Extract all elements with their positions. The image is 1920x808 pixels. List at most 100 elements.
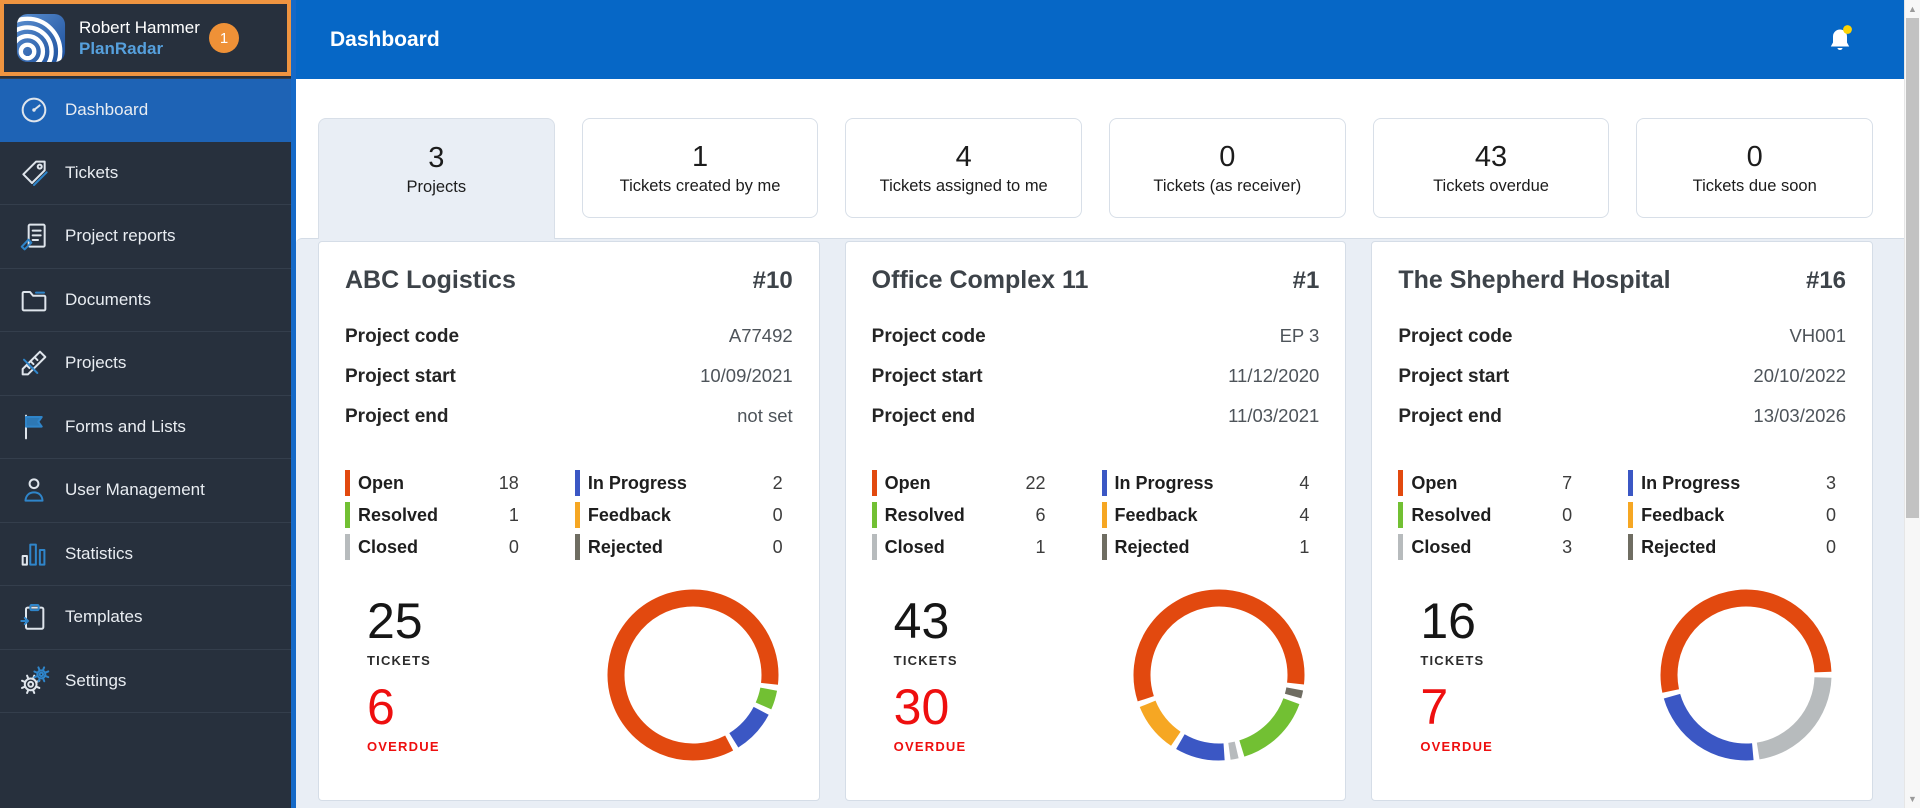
- sidebar-item-tickets[interactable]: Tickets: [0, 142, 291, 205]
- status-color-bar: [574, 470, 580, 496]
- sidebar-item-project-reports[interactable]: Project reports: [0, 205, 291, 269]
- status-grid: Open 18 Resolved 1 Closed 0 In Progress 2 Feedba…: [345, 467, 793, 563]
- status-count: 0: [772, 536, 783, 557]
- overdue-label: OVERDUE: [1420, 739, 1494, 754]
- main-content: 3 Projects 1 Tickets created by me 4 Tickets …: [296, 79, 1904, 808]
- sidebar-item-user-management[interactable]: User Management: [0, 459, 291, 523]
- meta-row: Project start 20/10/2022: [1398, 365, 1846, 405]
- status-label: Feedback: [1641, 504, 1725, 525]
- meta-value: 10/09/2021: [700, 365, 793, 386]
- overdue-label: OVERDUE: [367, 739, 440, 754]
- stat-tab-label: Tickets created by me: [619, 176, 781, 195]
- stat-tab-tickets-due-soon[interactable]: 0 Tickets due soon: [1636, 118, 1874, 218]
- meta-row: Project end not set: [345, 405, 793, 445]
- stat-tab-label: Projects: [406, 177, 467, 196]
- ticket-status-donut-chart: [1660, 589, 1832, 761]
- status-color-bar: [1101, 502, 1107, 528]
- project-title: The Shepherd Hospital: [1398, 266, 1671, 294]
- meta-label: Project code: [345, 326, 460, 347]
- page-title: Dashboard: [330, 27, 440, 51]
- meta-label: Project start: [1398, 366, 1510, 387]
- status-label: Feedback: [1114, 504, 1198, 525]
- status-count: 0: [772, 504, 783, 525]
- stat-tab-tickets-assigned-to-me[interactable]: 4 Tickets assigned to me: [845, 118, 1083, 218]
- meta-label: Project start: [345, 366, 456, 387]
- project-card-the-shepherd-hospital[interactable]: The Shepherd Hospital #16 Project code VH00…: [1371, 241, 1874, 801]
- status-color-bar: [1628, 534, 1634, 560]
- sidebar-item-label: Settings: [65, 670, 127, 690]
- tickets-label: TICKETS: [893, 653, 958, 668]
- project-card-abc-logistics[interactable]: ABC Logistics #10 Project code A77492 Projec…: [318, 241, 820, 801]
- sidebar-item-documents[interactable]: Documents: [0, 269, 291, 332]
- status-label: Resolved: [1411, 504, 1492, 525]
- sidebar-item-label: Templates: [65, 607, 143, 627]
- meta-label: Project end: [345, 406, 449, 427]
- status-color-bar: [1398, 534, 1404, 560]
- tickets-total: 25: [367, 593, 423, 649]
- card-summary: 25 TICKETS 6 OVERDUE: [345, 589, 793, 761]
- scroll-up-arrow-icon[interactable]: ▲: [1908, 4, 1917, 14]
- status-label: In Progress: [1114, 472, 1214, 493]
- status-count: 6: [1035, 504, 1046, 525]
- ruler-pencil-icon: [18, 347, 50, 379]
- status-label: Closed: [358, 536, 419, 557]
- ticket-status-donut-chart: [607, 589, 779, 761]
- status-column: Open 22 Resolved 6 Closed 1: [871, 467, 1090, 563]
- sidebar-item-templates[interactable]: Templates: [0, 586, 291, 650]
- stat-tab-tickets-created-by-me[interactable]: 1 Tickets created by me: [581, 118, 819, 218]
- stat-tab-projects[interactable]: 3 Projects: [318, 118, 555, 239]
- stat-tab-value: 1: [691, 141, 709, 174]
- sidebar-item-projects[interactable]: Projects: [0, 332, 291, 396]
- stat-tab-value: 0: [1219, 141, 1236, 174]
- status-count: 0: [508, 536, 519, 557]
- stat-tab-tickets-overdue[interactable]: 43 Tickets overdue: [1372, 118, 1610, 218]
- stat-tab-value: 3: [428, 142, 445, 174]
- project-title: Office Complex 11: [871, 266, 1089, 294]
- folder-icon: [18, 284, 50, 316]
- stat-tab-label: Tickets due soon: [1692, 176, 1817, 195]
- project-card-office-complex-11[interactable]: Office Complex 11 #1 Project code EP 3 Proje…: [844, 241, 1347, 801]
- meta-row: Project start 11/12/2020: [872, 365, 1320, 405]
- user-name: Robert Hammer: [79, 17, 200, 37]
- status-label: Open: [884, 472, 931, 493]
- stat-tab-label: Tickets assigned to me: [879, 176, 1048, 195]
- sidebar-item-settings[interactable]: Settings: [0, 650, 291, 713]
- notifications-bell-icon[interactable]: [1822, 22, 1858, 58]
- status-row-feedback: Feedback 4: [1101, 499, 1320, 531]
- bar-chart-icon: [18, 538, 50, 570]
- status-row-feedback: Feedback 0: [1628, 499, 1846, 531]
- overdue-total: 6: [367, 679, 395, 735]
- status-label: Resolved: [884, 504, 965, 525]
- status-color-bar: [1101, 470, 1107, 496]
- sidebar-item-dashboard[interactable]: Dashboard: [0, 78, 291, 142]
- status-grid: Open 22 Resolved 6 Closed 1 In Progress 4 Feedba…: [871, 467, 1320, 563]
- vertical-scrollbar[interactable]: ▲ ▼: [1904, 0, 1920, 808]
- stat-tab-label: Tickets (as receiver): [1153, 176, 1302, 195]
- status-row-rejected: Rejected 0: [574, 531, 793, 563]
- scrollbar-thumb[interactable]: [1906, 18, 1919, 518]
- account-switcher[interactable]: Robert Hammer PlanRadar 1: [0, 0, 291, 76]
- stat-tab-tickets-as-receiver-[interactable]: 0 Tickets (as receiver): [1109, 118, 1346, 218]
- meta-value: not set: [737, 405, 793, 426]
- top-header: Dashboard: [296, 0, 1904, 79]
- status-count: 0: [1826, 536, 1837, 557]
- sidebar-item-forms-and-lists[interactable]: Forms and Lists: [0, 396, 291, 459]
- scroll-down-arrow-icon[interactable]: ▼: [1908, 794, 1917, 804]
- meta-label: Project end: [1398, 406, 1502, 427]
- status-label: Rejected: [1641, 536, 1717, 557]
- status-row-rejected: Rejected 0: [1628, 531, 1846, 563]
- tickets-label: TICKETS: [1420, 653, 1485, 668]
- sidebar-item-label: Projects: [65, 353, 127, 373]
- projects-panel: ABC Logistics #10 Project code A77492 Projec…: [296, 238, 1904, 808]
- status-label: Closed: [1411, 536, 1472, 557]
- flag-icon: [18, 411, 50, 443]
- status-count: 0: [1826, 504, 1837, 525]
- meta-row: Project start 10/09/2021: [345, 365, 793, 405]
- card-summary: 16 TICKETS 7 OVERDUE: [1398, 589, 1846, 761]
- project-number: #1: [1292, 267, 1320, 294]
- stat-tabs: 3 Projects 1 Tickets created by me 4 Tickets …: [318, 118, 1874, 239]
- sidebar-item-statistics[interactable]: Statistics: [0, 523, 291, 586]
- status-label: Rejected: [587, 536, 663, 557]
- meta-label: Project start: [871, 366, 983, 387]
